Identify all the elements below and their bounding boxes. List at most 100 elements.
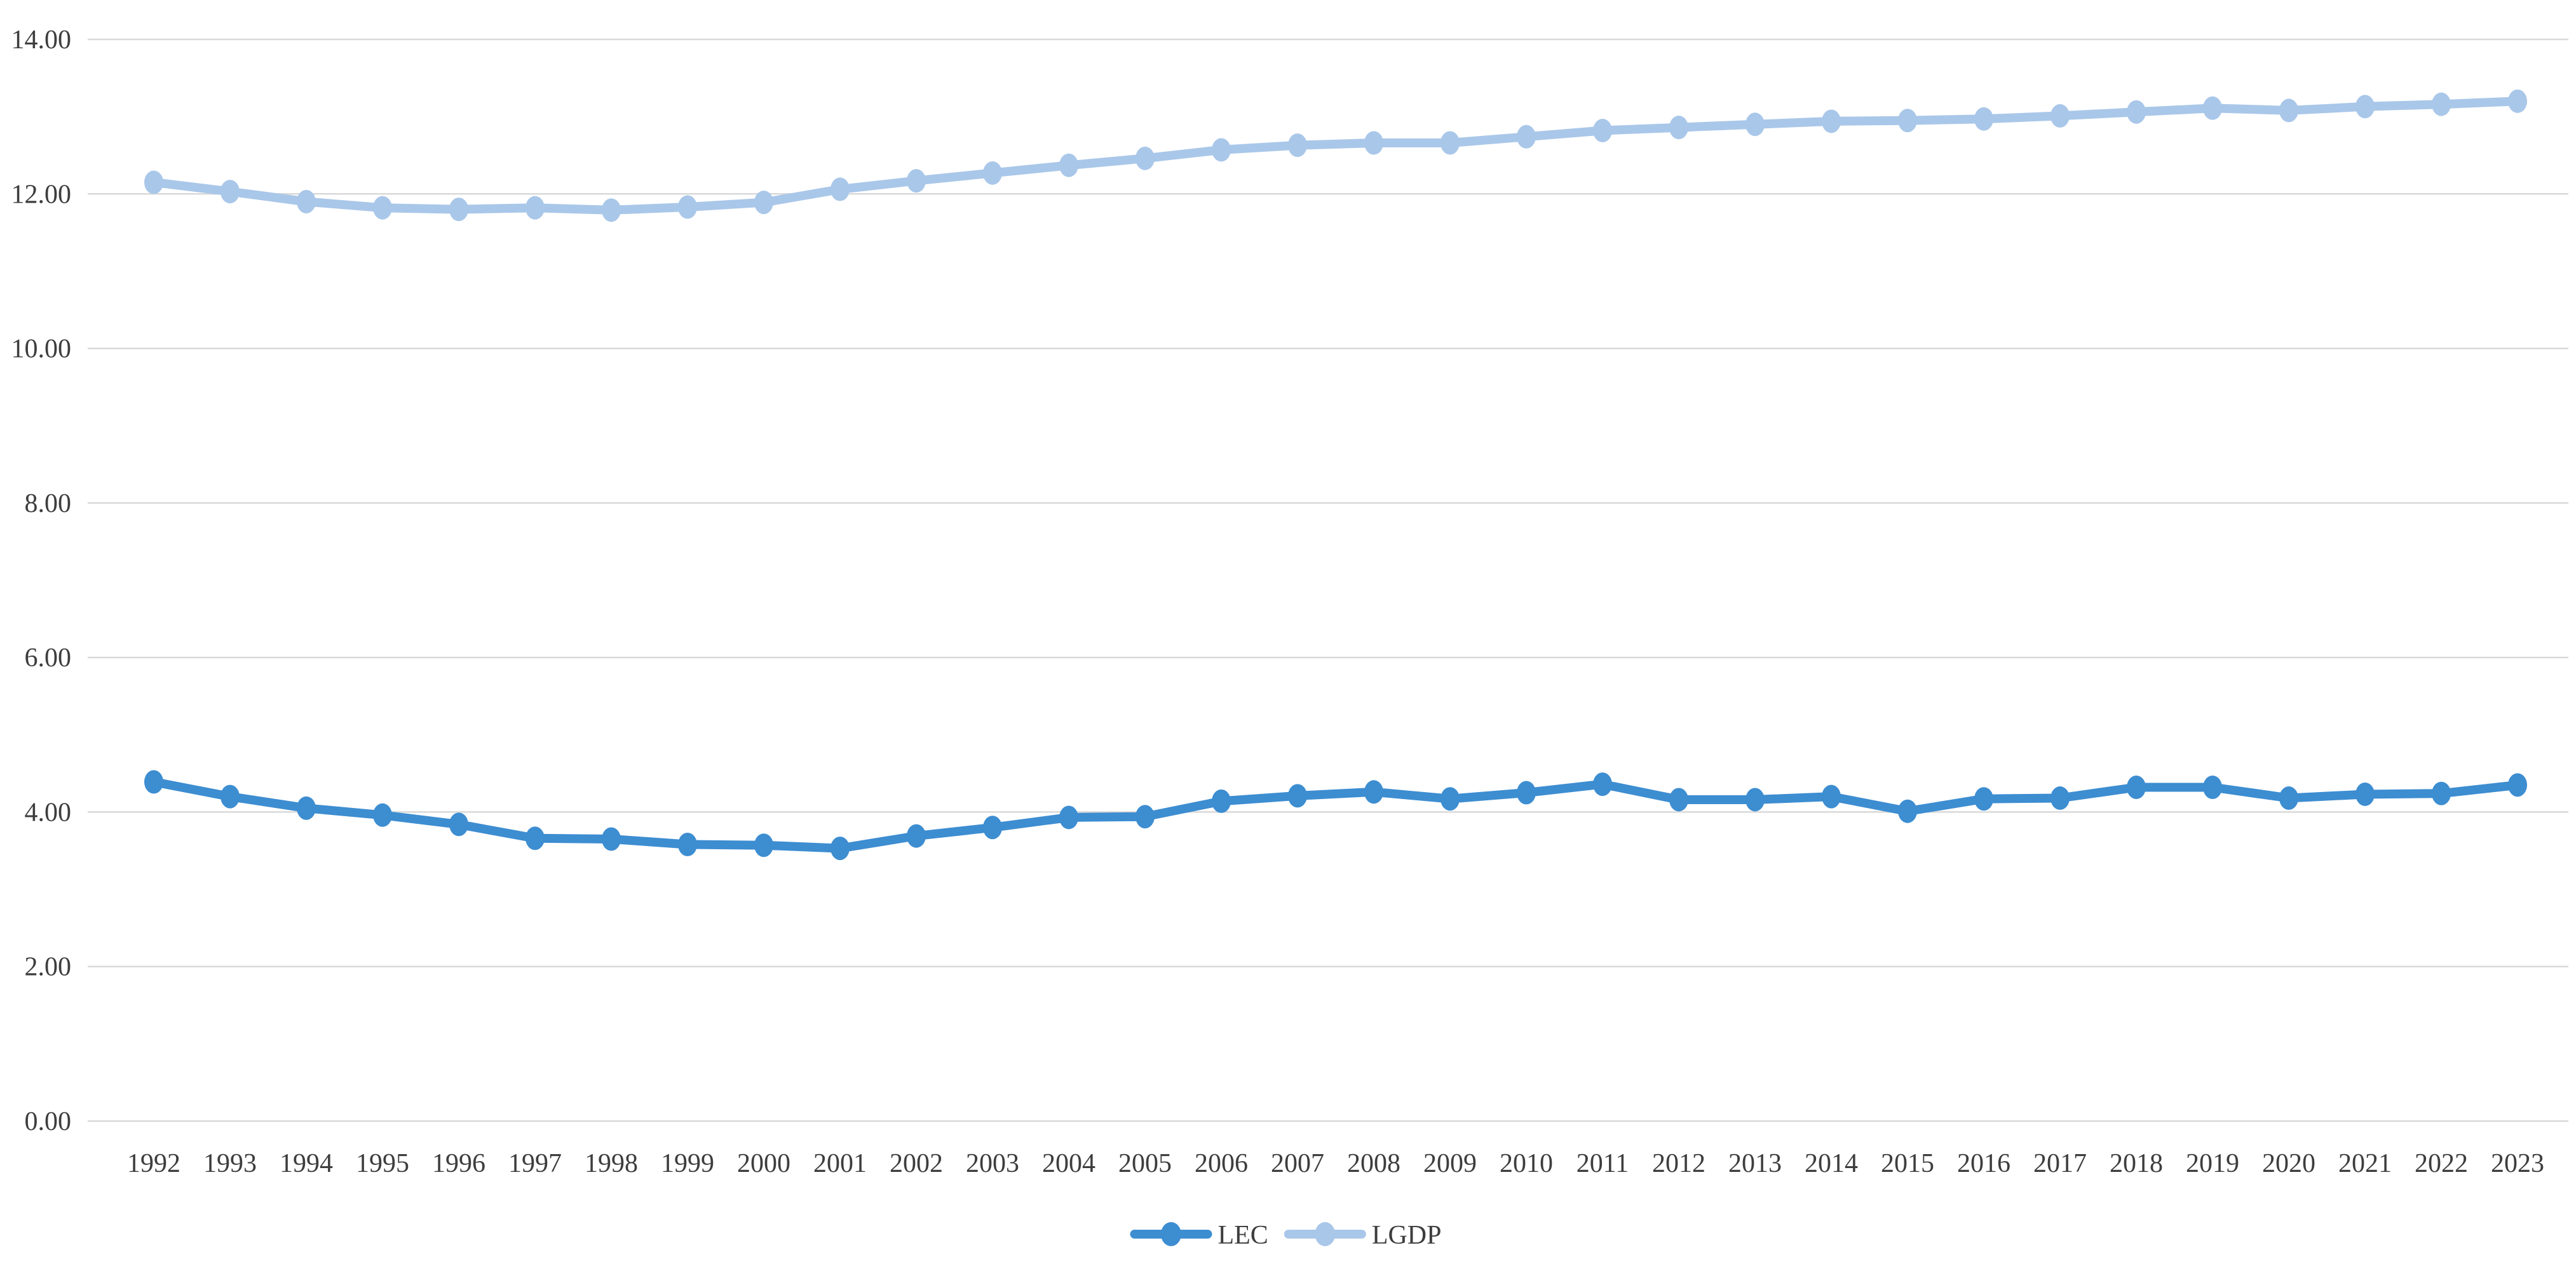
series-group	[144, 89, 2527, 861]
legend-item-lec: LEC	[1130, 1221, 1268, 1250]
y-tick-label: 6.00	[25, 643, 72, 673]
lec-marker-1997	[525, 826, 545, 851]
x-tick-label: 1993	[203, 1149, 257, 1178]
x-tick-label: 2017	[2033, 1149, 2087, 1178]
lec-line	[149, 777, 2522, 853]
x-tick-label: 1999	[661, 1149, 714, 1178]
x-tick-label: 2006	[1195, 1149, 1248, 1178]
lgdp-marker-2020	[2279, 98, 2298, 123]
lec-marker-2002	[907, 824, 926, 848]
lec-marker-1996	[449, 812, 468, 837]
x-tick-label: 2014	[1805, 1149, 1858, 1178]
lgdp-marker-2009	[1441, 131, 1460, 155]
lec-marker-2012	[1669, 788, 1688, 812]
lgdp-marker-2017	[2051, 104, 2070, 128]
lec-marker-2014	[1822, 784, 1841, 809]
y-tick-label: 4.00	[25, 798, 72, 827]
legend: LEC LGDP	[1130, 1221, 1442, 1250]
lec-marker-2021	[2356, 782, 2375, 806]
lec-marker-2023	[2508, 773, 2527, 797]
lgdp-marker-1997	[525, 196, 545, 220]
x-axis-labels-group: 1992 1993 1994 1995 1996 1997 1998 1999 2000 2001…	[127, 1149, 2544, 1178]
lec-marker-2003	[983, 816, 1002, 840]
x-tick-label: 2023	[2491, 1149, 2544, 1178]
lec-marker-2009	[1441, 787, 1460, 811]
y-tick-label: 12.00	[11, 180, 72, 209]
lgdp-marker-2004	[1059, 153, 1078, 177]
x-tick-label: 2020	[2262, 1149, 2315, 1178]
lec-marker-2022	[2432, 781, 2451, 805]
x-tick-label: 2016	[1957, 1149, 2010, 1178]
lgdp-marker-2018	[2127, 100, 2146, 124]
y-tick-label: 2.00	[25, 953, 72, 982]
lgdp-marker-1993	[220, 180, 240, 204]
x-tick-label: 2010	[1500, 1149, 1553, 1178]
legend-item-lgdp: LGDP	[1284, 1221, 1442, 1250]
x-tick-label: 2018	[2110, 1149, 2163, 1178]
lgdp-marker-1995	[373, 196, 392, 220]
lgdp-marker-2007	[1288, 133, 1307, 158]
lgdp-marker-2006	[1212, 138, 1231, 162]
y-tick-label: 8.00	[25, 489, 72, 518]
y-axis-labels-group: 0.00 2.00 4.00 6.00 8.00 10.00 12.00 14.00	[11, 25, 72, 1136]
lgdp-line	[149, 97, 2522, 215]
x-tick-label: 1992	[127, 1149, 180, 1178]
lgdp-marker-2023	[2508, 89, 2527, 113]
legend-marker-dot	[1315, 1222, 1336, 1246]
lgdp-marker-2013	[1746, 112, 1765, 137]
x-tick-label: 2013	[1728, 1149, 1782, 1178]
y-tick-label: 10.00	[11, 335, 72, 364]
legend-label: LEC	[1217, 1221, 1268, 1250]
lgdp-marker-2011	[1593, 119, 1612, 143]
lec-marker-2020	[2279, 786, 2298, 810]
x-tick-label: 2012	[1652, 1149, 1705, 1178]
lec-marker-2016	[1974, 787, 1993, 811]
x-tick-label: 2005	[1118, 1149, 1172, 1178]
lgdp-marker-2008	[1364, 131, 1383, 155]
lgdp-marker-2010	[1517, 124, 1536, 149]
lgdp-marker-2005	[1135, 146, 1155, 170]
x-tick-label: 1994	[280, 1149, 333, 1178]
lec-marker-2017	[2051, 786, 2070, 810]
lec-marker-2000	[754, 833, 773, 857]
lgdp-marker-1992	[144, 170, 163, 194]
x-tick-label: 2008	[1347, 1149, 1400, 1178]
lec-marker-1992	[144, 770, 163, 794]
x-tick-label: 2021	[2338, 1149, 2392, 1178]
x-tick-label: 2015	[1881, 1149, 1934, 1178]
x-tick-label: 1997	[508, 1149, 562, 1178]
lec-marker-2005	[1135, 805, 1155, 829]
lgdp-marker-1994	[297, 189, 316, 213]
gridlines-group	[88, 38, 2568, 1122]
lgdp-marker-2019	[2203, 96, 2222, 120]
x-tick-label: 1995	[356, 1149, 409, 1178]
lec-marker-2008	[1364, 780, 1383, 804]
x-tick-label: 2002	[890, 1149, 943, 1178]
lgdp-marker-2003	[983, 161, 1002, 185]
lec-marker-1994	[297, 796, 316, 820]
x-tick-label: 2009	[1423, 1149, 1477, 1178]
lec-marker-2015	[1898, 799, 1917, 823]
lgdp-marker-2001	[830, 177, 850, 201]
lec-marker-2011	[1593, 772, 1612, 797]
lgdp-marker-1998	[602, 198, 621, 222]
lgdp-marker-2021	[2356, 95, 2375, 119]
x-tick-label: 2022	[2415, 1149, 2468, 1178]
lec-marker-2013	[1746, 788, 1765, 812]
lec-marker-2007	[1288, 784, 1307, 808]
legend-label: LGDP	[1372, 1221, 1442, 1250]
lgdp-marker-2014	[1822, 109, 1841, 133]
lgdp-marker-2015	[1898, 109, 1917, 133]
x-tick-label: 2011	[1576, 1149, 1629, 1178]
x-tick-label: 2003	[966, 1149, 1019, 1178]
x-tick-label: 2000	[737, 1149, 790, 1178]
lec-marker-2001	[830, 837, 850, 861]
lec-marker-1998	[602, 827, 621, 851]
lec-marker-1999	[678, 833, 697, 857]
lgdp-marker-2022	[2432, 92, 2451, 116]
x-tick-label: 2019	[2186, 1149, 2239, 1178]
lgdp-marker-2000	[754, 191, 773, 215]
lec-marker-1995	[373, 803, 392, 827]
